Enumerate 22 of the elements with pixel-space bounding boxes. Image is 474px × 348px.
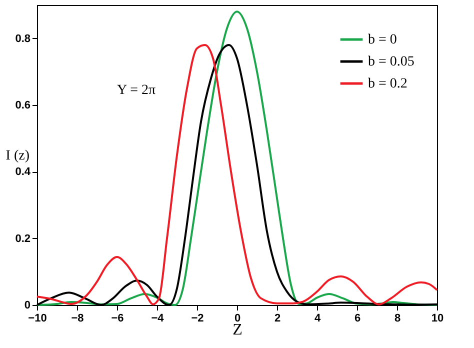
- y-tick-label: 0.2: [15, 232, 30, 245]
- annotation: Y = 2π: [117, 83, 156, 98]
- y-tick-label: 0.4: [15, 166, 32, 178]
- x-tick-label: −2: [191, 312, 204, 324]
- x-tick-label: −6: [111, 312, 124, 324]
- x-axis-title: Z: [232, 322, 242, 338]
- legend-label: b = 0.2: [368, 76, 408, 92]
- x-tick-label: 8: [394, 312, 401, 324]
- y-tick-label: 0.6: [15, 100, 30, 112]
- y-tick-label: 0: [24, 300, 30, 312]
- x-tick-label: −4: [151, 312, 165, 324]
- y-tick-label: 0.8: [15, 32, 30, 45]
- legend-label: b = 0: [368, 32, 397, 48]
- x-tick-label: 10: [431, 312, 444, 324]
- x-tick-label: 0: [234, 312, 241, 324]
- legend-label: b = 0.05: [368, 54, 414, 70]
- x-tick-label: −10: [28, 312, 47, 324]
- x-tick-label: 6: [354, 312, 361, 324]
- y-axis-title: I (z): [6, 148, 30, 164]
- x-tick-label: 2: [274, 312, 281, 324]
- x-tick-label: 4: [314, 312, 322, 324]
- x-tick-label: −8: [71, 312, 84, 324]
